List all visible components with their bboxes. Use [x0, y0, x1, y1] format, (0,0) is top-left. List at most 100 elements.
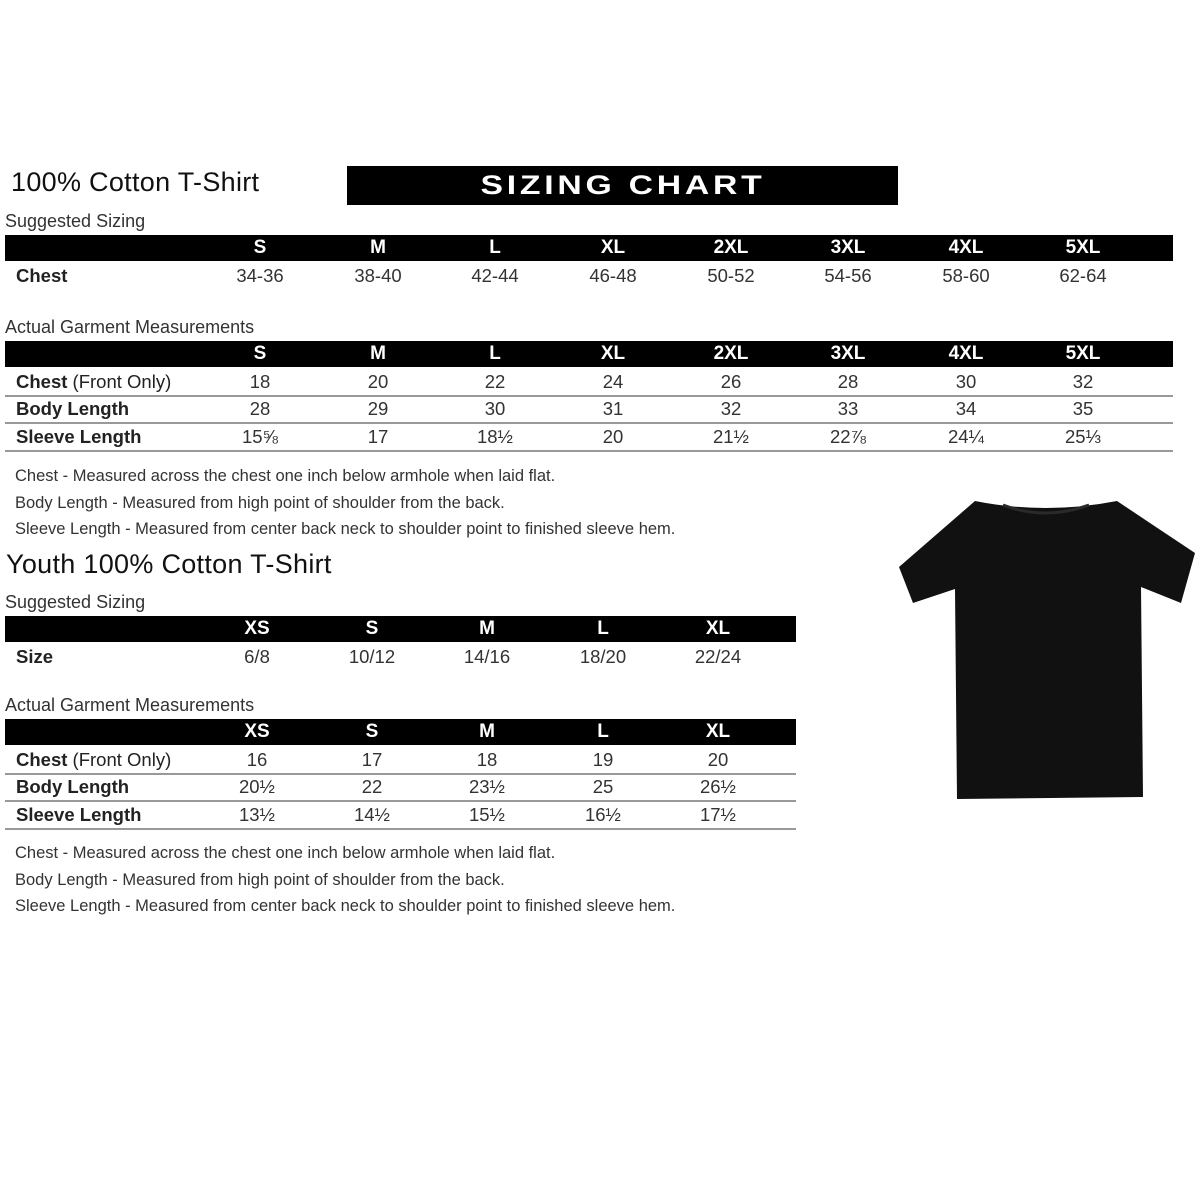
size-header: 4XL: [948, 343, 984, 364]
youth-suggested-label: Suggested Sizing: [5, 592, 146, 612]
table-cell: 24: [602, 371, 624, 392]
size-header: XL: [600, 343, 626, 364]
table-cell: 20: [707, 749, 729, 770]
table-cell: 18/20: [579, 646, 627, 667]
banner-text: SIZING CHART: [480, 170, 765, 200]
table-cell: 38-40: [354, 265, 402, 286]
size-header: XS: [244, 721, 270, 742]
table-row: Body Length 20½ 22 23½ 25 26½: [5, 773, 796, 801]
row-label-main: Chest: [16, 371, 68, 392]
row-divider: [5, 828, 796, 830]
table-row: Chest (Front Only) 16 17 18 19 20: [5, 746, 796, 774]
table-cell: 19: [592, 749, 614, 770]
size-header: M: [370, 237, 386, 258]
size-header: L: [489, 343, 501, 364]
row-label-main: Chest: [16, 265, 68, 286]
table-cell: 13½: [238, 804, 275, 825]
table-cell: 30: [484, 398, 506, 419]
row-label-main: Body Length: [16, 398, 130, 419]
size-header: M: [479, 721, 495, 742]
note-line: Sleeve Length - Measured from center bac…: [15, 520, 676, 538]
table-cell: 17: [361, 749, 383, 770]
size-header: 5XL: [1065, 237, 1101, 258]
size-header: 2XL: [713, 343, 749, 364]
table-cell: 50-52: [707, 265, 755, 286]
table-cell: 62-64: [1059, 265, 1107, 286]
note-line: Chest - Measured across the chest one in…: [15, 844, 556, 862]
table-cell: 26: [720, 371, 742, 392]
size-header: XL: [705, 618, 731, 639]
table-cell: 32: [1072, 371, 1094, 392]
row-label: Body Length: [16, 773, 129, 801]
size-header: S: [253, 237, 267, 258]
table-cell: 22⅞: [829, 426, 866, 447]
size-header: L: [597, 618, 609, 639]
note-line: Body Length - Measured from high point o…: [15, 493, 505, 512]
size-header: M: [370, 343, 386, 364]
youth-act-header-bar: XS S M L XL: [5, 719, 796, 745]
table-cell: 15⅝: [241, 426, 278, 447]
table-cell: 18½: [476, 426, 513, 447]
table-cell: 32: [720, 398, 742, 419]
table-cell: 14/16: [463, 646, 511, 667]
table-cell: 33: [837, 398, 859, 419]
table-cell: 46-48: [589, 265, 637, 286]
size-header: XS: [244, 618, 270, 639]
table-cell: 21½: [712, 426, 749, 447]
size-header: 3XL: [830, 237, 866, 258]
table-cell: 22: [484, 371, 506, 392]
row-label: Size: [16, 643, 53, 671]
table-cell: 6/8: [244, 646, 270, 667]
size-header: XL: [600, 237, 626, 258]
row-label-main: Size: [16, 646, 54, 667]
table-cell: 29: [367, 398, 389, 419]
tshirt-icon: [899, 501, 1195, 799]
youth-actual-label: Actual Garment Measurements: [5, 695, 255, 715]
table-cell: 28: [249, 398, 271, 419]
row-label-main: Sleeve Length: [16, 804, 142, 825]
table-cell: 42-44: [471, 265, 519, 286]
row-label-main: Body Length: [16, 776, 130, 797]
table-row: Chest (Front Only) 18 20 22 24 26 28 30 32: [5, 368, 1173, 396]
size-header: 5XL: [1065, 343, 1101, 364]
size-header: 2XL: [713, 237, 749, 258]
row-label: Chest: [16, 262, 67, 290]
adult-sugg-header-bar: S M L XL 2XL 3XL 4XL 5XL: [5, 235, 1173, 261]
table-cell: 10/12: [348, 646, 396, 667]
size-header: L: [489, 237, 501, 258]
row-label-main: Chest: [16, 749, 68, 770]
row-divider: [5, 773, 796, 775]
row-label: Sleeve Length: [16, 801, 141, 829]
table-cell: 34-36: [236, 265, 284, 286]
size-header: M: [479, 618, 495, 639]
table-cell: 54-56: [824, 265, 872, 286]
table-row: Sleeve Length 13½ 14½ 15½ 16½ 17½: [5, 801, 796, 829]
size-header: S: [365, 721, 379, 742]
table-cell: 26½: [699, 776, 736, 797]
table-cell: 14½: [353, 804, 390, 825]
table-cell: 18: [249, 371, 271, 392]
table-cell: 34: [955, 398, 977, 419]
table-cell: 16: [246, 749, 268, 770]
table-cell: 22/24: [694, 646, 742, 667]
youth-title: Youth 100% Cotton T-Shirt: [6, 549, 332, 579]
table-row: Size 6/8 10/12 14/16 18/20 22/24: [5, 643, 796, 671]
table-row: Body Length 28 29 30 31 32 33 34 35: [5, 395, 1173, 423]
row-divider: [5, 450, 1173, 452]
table-cell: 58-60: [942, 265, 990, 286]
table-cell: 20: [367, 371, 389, 392]
table-cell: 23½: [468, 776, 505, 797]
table-cell: 35: [1072, 398, 1094, 419]
row-divider: [5, 395, 1173, 397]
row-label: Body Length: [16, 395, 129, 423]
table-cell: 25⅓: [1064, 426, 1101, 447]
table-cell: 30: [955, 371, 977, 392]
note-line: Sleeve Length - Measured from center bac…: [15, 897, 676, 915]
size-header: 3XL: [830, 343, 866, 364]
adult-actual-label: Actual Garment Measurements: [5, 317, 255, 337]
table-cell: 20: [602, 426, 624, 447]
table-cell: 16½: [584, 804, 621, 825]
note-line: Body Length - Measured from high point o…: [15, 870, 505, 889]
size-header: 4XL: [948, 237, 984, 258]
